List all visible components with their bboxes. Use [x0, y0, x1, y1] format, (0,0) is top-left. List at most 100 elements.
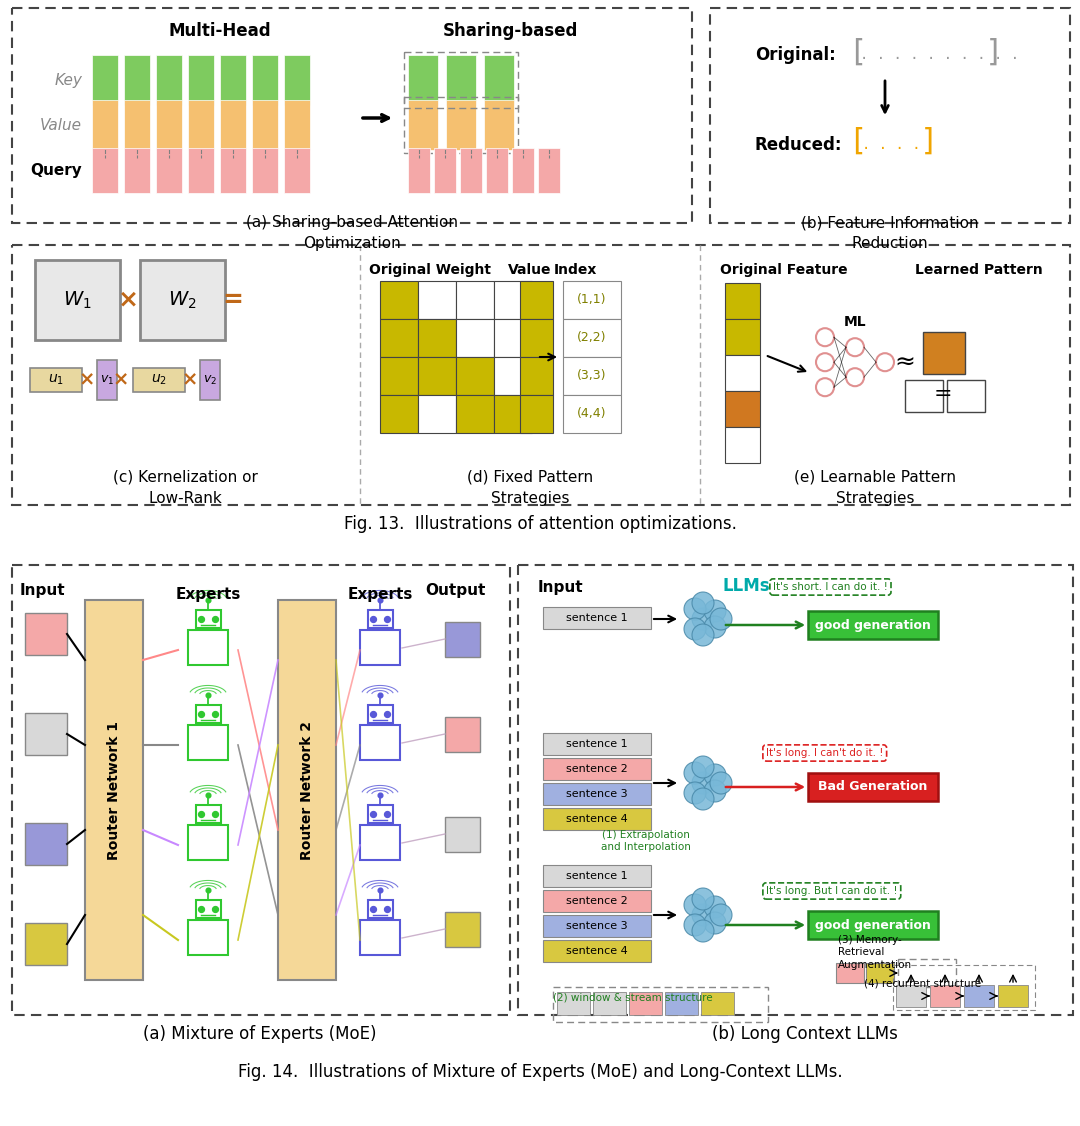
Circle shape: [692, 888, 714, 910]
Bar: [97, 360, 117, 400]
Bar: [553, 988, 768, 1022]
Text: Index: Index: [553, 263, 596, 277]
Text: ]: ]: [920, 126, 939, 155]
Text: $u_1$: $u_1$: [48, 373, 64, 387]
Bar: [893, 965, 1035, 1010]
Bar: [380, 395, 418, 434]
Text: Router Network 1: Router Network 1: [107, 721, 121, 859]
Text: sentence 1: sentence 1: [566, 613, 627, 623]
Bar: [446, 100, 476, 150]
Bar: [195, 805, 221, 823]
Text: Bad Generation: Bad Generation: [819, 780, 928, 794]
Bar: [418, 319, 456, 357]
Bar: [543, 783, 651, 805]
Bar: [947, 381, 985, 412]
Bar: [563, 319, 621, 357]
Circle shape: [710, 608, 732, 631]
Text: sentence 1: sentence 1: [566, 872, 627, 881]
Bar: [543, 758, 651, 780]
Bar: [494, 357, 532, 395]
Circle shape: [704, 896, 726, 918]
Circle shape: [692, 608, 714, 631]
Bar: [220, 100, 246, 150]
Bar: [710, 8, 1070, 223]
Bar: [156, 100, 183, 150]
Bar: [725, 283, 760, 319]
Text: Value: Value: [509, 263, 552, 277]
Bar: [404, 52, 518, 108]
Bar: [92, 55, 118, 105]
Bar: [284, 100, 310, 150]
Text: sentence 3: sentence 3: [566, 921, 627, 931]
Bar: [808, 611, 939, 638]
Circle shape: [704, 780, 726, 802]
Text: Reduced:: Reduced:: [755, 136, 842, 154]
Bar: [563, 282, 621, 319]
Bar: [252, 148, 278, 193]
Text: ×: ×: [118, 288, 138, 312]
Bar: [380, 357, 418, 395]
Text: LLMs: LLMs: [723, 577, 771, 595]
Bar: [200, 360, 220, 400]
Bar: [12, 8, 692, 223]
Circle shape: [816, 354, 834, 372]
Bar: [538, 148, 561, 193]
Bar: [563, 395, 621, 434]
Circle shape: [816, 328, 834, 346]
Text: (b) Long Context LLMs: (b) Long Context LLMs: [712, 1025, 897, 1043]
Text: $v_1$: $v_1$: [100, 374, 114, 386]
Bar: [866, 963, 894, 983]
Circle shape: [876, 354, 894, 372]
Bar: [701, 992, 734, 1015]
Text: It's short. I can do it. !: It's short. I can do it. !: [773, 582, 888, 592]
Bar: [446, 55, 476, 105]
Bar: [220, 148, 246, 193]
Text: [: [: [848, 37, 866, 66]
Bar: [456, 282, 494, 319]
Bar: [35, 260, 120, 340]
Bar: [923, 332, 966, 374]
Text: Key: Key: [54, 72, 82, 88]
Bar: [195, 900, 221, 918]
Text: $v_2$: $v_2$: [203, 374, 217, 386]
Bar: [456, 357, 494, 395]
Text: good generation: good generation: [815, 618, 931, 632]
Bar: [188, 725, 228, 760]
Text: $W_1$: $W_1$: [63, 289, 92, 311]
Bar: [124, 55, 150, 105]
Bar: [725, 355, 760, 391]
Text: Fig. 14.  Illustrations of Mixture of Experts (MoE) and Long-Context LLMs.: Fig. 14. Illustrations of Mixture of Exp…: [238, 1063, 842, 1081]
Bar: [725, 319, 760, 355]
Bar: [368, 610, 393, 628]
Bar: [30, 368, 82, 392]
Bar: [418, 395, 456, 434]
Text: (3,3): (3,3): [577, 369, 607, 383]
Bar: [408, 55, 438, 105]
Bar: [593, 992, 626, 1015]
Bar: [156, 55, 183, 105]
Text: Router Network 2: Router Network 2: [300, 721, 314, 859]
Bar: [519, 319, 553, 357]
Text: =: =: [222, 288, 243, 312]
Bar: [368, 705, 393, 723]
Circle shape: [692, 920, 714, 942]
Text: sentence 4: sentence 4: [566, 814, 627, 824]
Circle shape: [692, 592, 714, 614]
Circle shape: [692, 788, 714, 810]
Text: Input: Input: [21, 583, 66, 598]
Bar: [456, 395, 494, 434]
Circle shape: [704, 912, 726, 933]
Text: (4,4): (4,4): [577, 408, 607, 420]
Bar: [25, 613, 67, 655]
Bar: [92, 100, 118, 150]
Bar: [543, 915, 651, 937]
Circle shape: [846, 338, 864, 356]
Bar: [92, 148, 118, 193]
Bar: [368, 900, 393, 918]
Text: Experts: Experts: [348, 587, 413, 602]
Bar: [25, 823, 67, 865]
Text: . . . . . . . . . .: . . . . . . . . . .: [860, 48, 1020, 62]
Bar: [188, 100, 214, 150]
Text: (a) Mixture of Experts (MoE): (a) Mixture of Experts (MoE): [144, 1025, 377, 1043]
Bar: [418, 357, 456, 395]
